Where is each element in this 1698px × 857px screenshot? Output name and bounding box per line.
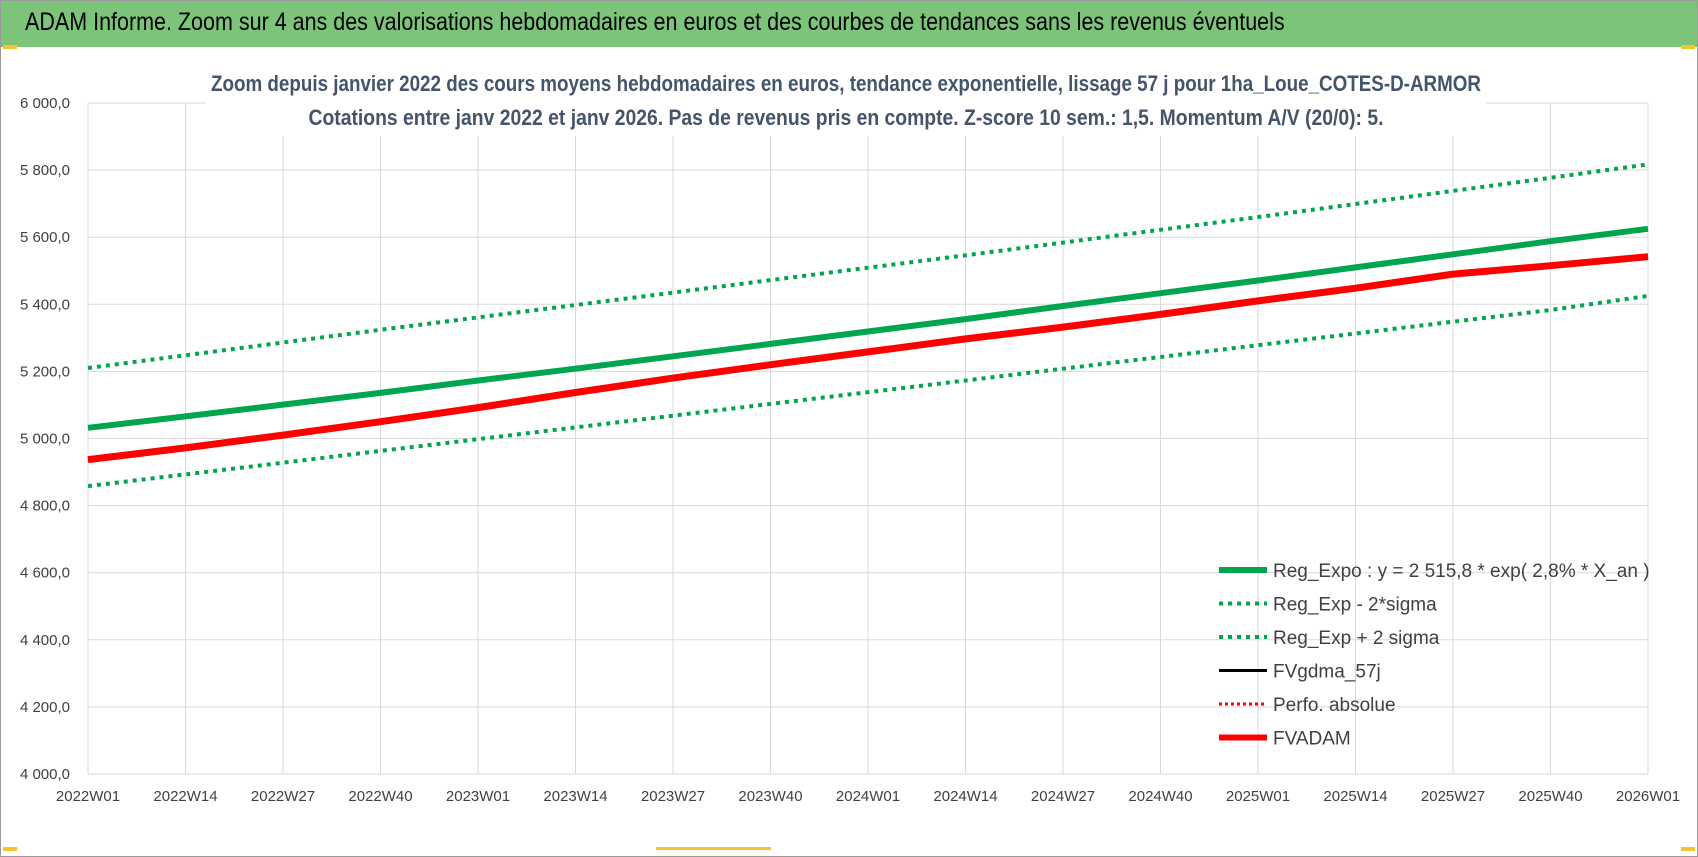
legend-label: Reg_Exp - 2*sigma [1273,595,1437,616]
x-tick-label: 2022W14 [153,788,217,805]
legend-label: Reg_Exp + 2 sigma [1273,628,1440,649]
legend: Reg_Expo : y = 2 515,8 * exp( 2,8% * X_a… [1219,561,1650,750]
x-tick-label: 2023W40 [738,788,802,805]
x-tick-label: 2023W14 [543,788,607,805]
x-tick-label: 2024W40 [1128,788,1192,805]
chart-title-background [206,64,1486,136]
x-tick-label: 2022W01 [56,788,120,805]
x-tick-label: 2025W01 [1226,788,1290,805]
corner-mark-top-left [3,45,17,49]
series-line [87,293,1649,489]
y-tick-label: 6 000,0 [20,95,70,112]
chart-title-block: Zoom depuis janvier 2022 des cours moyen… [206,64,1486,136]
series-line [87,225,1649,431]
x-tick-label: 2024W14 [933,788,997,805]
legend-label: Reg_Expo : y = 2 515,8 * exp( 2,8% * X_a… [1273,561,1650,582]
y-tick-label: 5 200,0 [20,363,70,380]
y-tick-label: 4 000,0 [20,766,70,783]
x-tick-label: 2022W27 [251,788,315,805]
x-axis-ticks: 2022W01 2022W14 2022W27 2022W40 2023W01 2023W… [56,788,1680,805]
y-tick-label: 5 600,0 [20,229,70,246]
x-tick-label: 2024W27 [1031,788,1095,805]
x-tick-label: 2025W27 [1421,788,1485,805]
y-tick-label: 5 800,0 [20,162,70,179]
y-tick-label: 5 000,0 [20,431,70,448]
series-line [87,162,1649,370]
series-line [87,255,1649,462]
corner-mark-top-right [1681,45,1695,49]
x-tick-label: 2026W01 [1616,788,1680,805]
y-tick-label: 4 600,0 [20,565,70,582]
y-axis-ticks: 4 000,0 4 200,0 4 400,0 4 600,0 4 800,0 5 000… [20,95,70,783]
banner-title: ADAM Informe. Zoom sur 4 ans des valoris… [25,8,1285,36]
chart-subtitle: Cotations entre janv 2022 et janv 2026. … [309,105,1384,130]
x-tick-label: 2023W27 [641,788,705,805]
legend-label: FVgdma_57j [1273,662,1381,683]
x-tick-label: 2022W40 [348,788,412,805]
corner-mark-bottom-left [3,847,17,851]
corner-mark-bottom-center [656,847,771,850]
y-tick-label: 5 400,0 [20,296,70,313]
y-tick-label: 4 400,0 [20,632,70,649]
chart-title: Zoom depuis janvier 2022 des cours moyen… [211,71,1481,96]
series-layer [87,162,1649,489]
x-tick-label: 2025W40 [1518,788,1582,805]
x-tick-label: 2024W01 [836,788,900,805]
y-tick-label: 4 800,0 [20,498,70,515]
banner: ADAM Informe. Zoom sur 4 ans des valoris… [1,1,1697,47]
x-tick-label: 2023W01 [446,788,510,805]
y-tick-label: 4 200,0 [20,699,70,716]
corner-mark-bottom-right [1681,847,1695,851]
x-tick-label: 2025W14 [1323,788,1387,805]
legend-label: Perfo. absolue [1273,695,1396,716]
gridlines [87,102,1649,775]
legend-label: FVADAM [1273,729,1351,750]
